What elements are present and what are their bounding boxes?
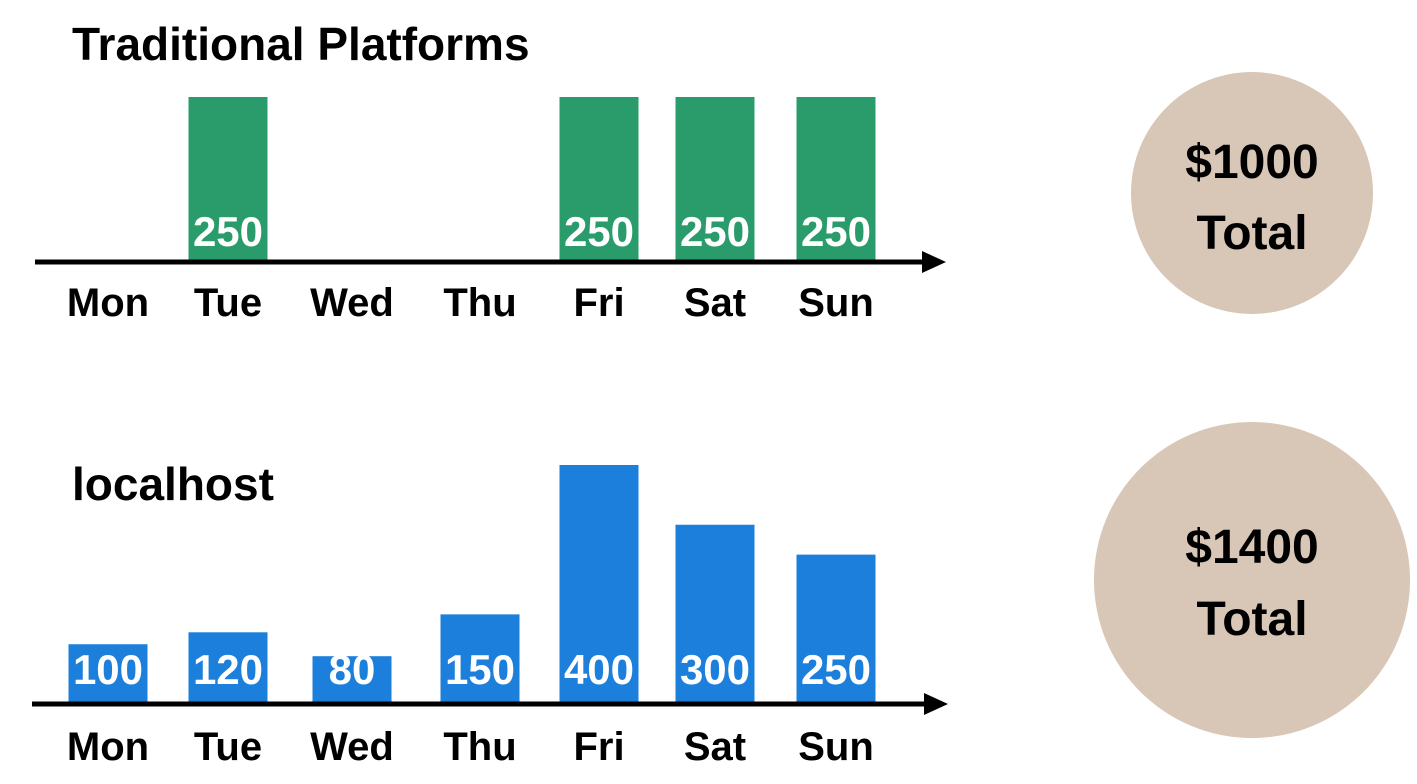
- value-label-sun: 250: [801, 208, 871, 255]
- tick-label-thu: Thu: [443, 281, 516, 325]
- tick-label-fri: Fri: [573, 281, 624, 325]
- tick-label-mon: Mon: [67, 725, 149, 769]
- tick-label-fri: Fri: [573, 725, 624, 769]
- traditional-platforms-chart: Traditional Platforms 250 250 250 250 Mon Tue W…: [35, 18, 1373, 325]
- axis-arrow-icon: [924, 693, 948, 715]
- value-label-sun: 250: [801, 646, 871, 693]
- bar-tue: [188, 632, 268, 704]
- tick-label-sun: Sun: [798, 281, 874, 325]
- bar-sun: [796, 554, 876, 704]
- total-amount: $1000: [1185, 136, 1318, 189]
- total-label: Total: [1196, 207, 1307, 260]
- bar-tue: [188, 97, 268, 262]
- value-label-sat: 300: [680, 646, 750, 693]
- value-label-fri: 250: [564, 208, 634, 255]
- tick-label-wed: Wed: [310, 725, 394, 769]
- axis-arrow-icon: [922, 251, 946, 273]
- value-label-wed: 80: [329, 646, 376, 693]
- bar-wed: [312, 656, 392, 704]
- chart-title: localhost: [72, 458, 274, 510]
- tick-label-sat: Sat: [684, 725, 746, 769]
- tick-label-sun: Sun: [798, 725, 874, 769]
- bar-fri: [559, 465, 639, 704]
- bar-mon: [68, 644, 148, 704]
- bar-thu: [440, 614, 520, 704]
- localhost-chart: localhost 100 120 80 150 400 300 250 Mon Tue Wed Th…: [32, 422, 1410, 769]
- tick-label-sat: Sat: [684, 281, 746, 325]
- total-amount: $1400: [1185, 521, 1318, 574]
- bar-fri: [559, 97, 639, 262]
- bar-sat: [675, 524, 755, 704]
- value-label-sat: 250: [680, 208, 750, 255]
- tick-label-tue: Tue: [194, 281, 262, 325]
- value-label-tue: 250: [193, 208, 263, 255]
- total-circle: [1094, 422, 1410, 738]
- value-label-mon: 100: [73, 646, 143, 693]
- tick-label-tue: Tue: [194, 725, 262, 769]
- tick-label-wed: Wed: [310, 281, 394, 325]
- value-label-tue: 120: [193, 646, 263, 693]
- total-circle: [1131, 72, 1373, 314]
- tick-label-thu: Thu: [443, 725, 516, 769]
- chart-title: Traditional Platforms: [72, 18, 530, 70]
- value-label-fri: 400: [564, 646, 634, 693]
- value-label-thu: 150: [445, 646, 515, 693]
- bar-sun: [796, 97, 876, 262]
- tick-label-mon: Mon: [67, 281, 149, 325]
- bar-sat: [675, 97, 755, 262]
- total-label: Total: [1196, 593, 1307, 646]
